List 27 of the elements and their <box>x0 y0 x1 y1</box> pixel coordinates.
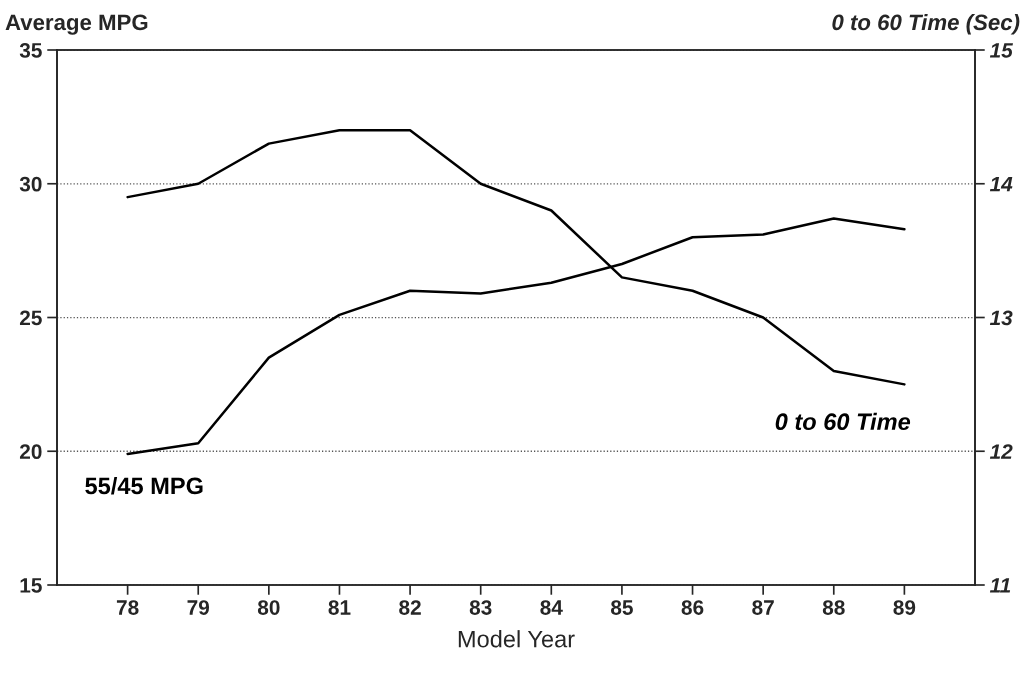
y-tick-label: 35 <box>19 43 42 58</box>
series-label: 55/45 MPG <box>85 476 203 495</box>
y-tick-label: 30 <box>19 176 42 192</box>
x-tick-label: 89 <box>893 600 916 615</box>
x-tick-label: 86 <box>681 600 704 615</box>
x-tick-label: 88 <box>822 600 845 615</box>
x-tick-label: 85 <box>611 600 633 615</box>
y2-tick-label: 14 <box>989 176 1013 192</box>
x-tick-label: 80 <box>257 600 280 615</box>
x-tick-label: 79 <box>187 600 210 615</box>
y2-tick-label: 15 <box>989 43 1013 58</box>
x-tick-label: 81 <box>328 600 351 615</box>
x-tick-label: 87 <box>752 600 774 615</box>
y2-axis-title: 0 to 60 Time (Sec) <box>832 13 1020 35</box>
y-tick-label: 15 <box>20 578 42 593</box>
x-tick-label: 78 <box>116 600 139 615</box>
x-tick-label: 84 <box>540 600 563 615</box>
x-tick-label: 83 <box>469 600 492 615</box>
y-axis-title: Average MPG <box>5 14 148 35</box>
y-tick-label: 25 <box>19 310 42 326</box>
y-tick-label: 20 <box>19 444 42 459</box>
y2-tick-label: 13 <box>989 310 1013 326</box>
x-axis-title: Model Year <box>458 630 575 648</box>
series-label: 0 to 60 Time <box>775 412 911 431</box>
y2-tick-label: 12 <box>989 444 1013 459</box>
y2-tick-label: 11 <box>989 578 1011 593</box>
x-tick-label: 82 <box>399 600 421 615</box>
